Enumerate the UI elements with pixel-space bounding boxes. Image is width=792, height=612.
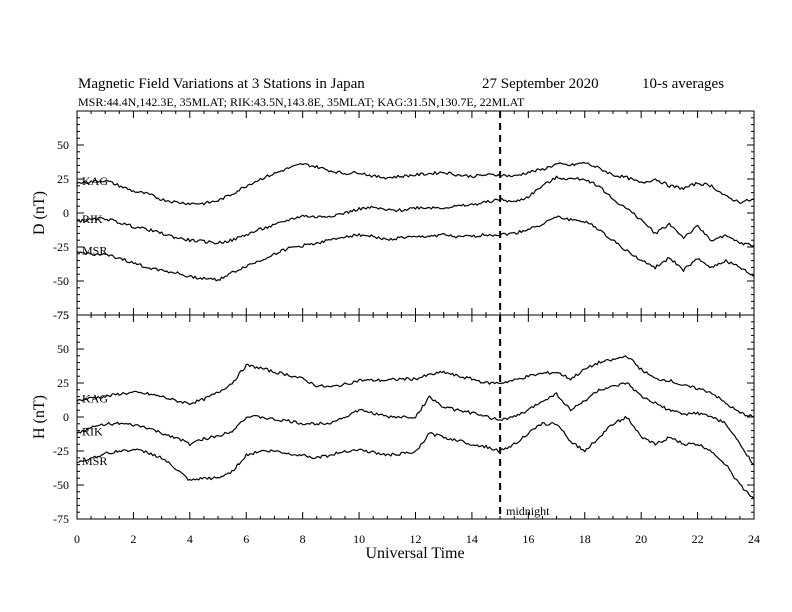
x-tick-label: 18 [579, 532, 591, 546]
panel-d-series-rik-line [76, 175, 755, 247]
panel-d-frame [76, 110, 755, 316]
x-tick-label: 14 [466, 532, 478, 546]
panel-d-y-tick-label: 50 [57, 138, 69, 152]
panel-h-y-tick-label: -75 [53, 512, 69, 526]
panel-d-y-tick-label: 0 [63, 206, 69, 220]
panel-d-y-tick-label: 25 [57, 172, 69, 186]
chart-date: 27 September 2020 [482, 76, 599, 92]
panel-h-series-rik-label: RIK [82, 424, 103, 438]
panel-h-y-tick-label: 0 [63, 410, 69, 424]
panel-h-series-msr-line [76, 415, 755, 500]
midnight-marker-label: midnight [506, 504, 550, 518]
panel-h-series-kag-label: KAG [82, 392, 108, 406]
panel-d-series-kag-line [76, 161, 755, 206]
panel-d-y-tick-label: -25 [53, 240, 69, 254]
panel-h-y-tick-label: -25 [53, 444, 69, 458]
x-axis-label: Universal Time [365, 545, 464, 562]
x-tick-label: 6 [243, 532, 249, 546]
panel-h-series-rik-line [76, 382, 755, 466]
x-tick-label: 22 [692, 532, 704, 546]
x-tick-label: 12 [410, 532, 422, 546]
chart-subtitle: MSR:44.4N,142.3E, 35MLAT; RIK:43.5N,143.… [78, 95, 525, 109]
panel-h-series-msr-label: MSR [82, 454, 107, 468]
panel-d-y-axis-label: D (nT) [31, 191, 48, 235]
x-tick-label: 8 [300, 532, 306, 546]
panel-d-series-msr-line [76, 215, 755, 282]
x-tick-label: 24 [748, 532, 760, 546]
x-tick-label: 4 [187, 532, 193, 546]
chart-title: Magnetic Field Variations at 3 Stations … [78, 76, 365, 92]
panel-h-y-tick-label: 75 [57, 308, 69, 322]
panel-d-y-tick-label: -75 [53, 308, 69, 322]
panel-d-series-rik-label: RIK [82, 212, 103, 226]
panel-h-y-tick-label: 25 [57, 376, 69, 390]
x-tick-label: 20 [635, 532, 647, 546]
panel-d-series-kag-label: KAG [82, 174, 108, 188]
x-tick-label: 10 [353, 532, 365, 546]
x-tick-label: 2 [130, 532, 136, 546]
panel-h-y-axis-label: H (nT) [31, 395, 48, 439]
panel-d-y-tick-label: -50 [53, 274, 69, 288]
panel-h-y-tick-label: -50 [53, 478, 69, 492]
x-tick-label: 0 [74, 532, 80, 546]
chart-averaging: 10-s averages [642, 76, 724, 92]
panel-d-series-msr-label: MSR [82, 243, 107, 257]
panel-h-series-kag-line [76, 355, 755, 418]
x-tick-label: 16 [522, 532, 534, 546]
panel-h-y-tick-label: 50 [57, 342, 69, 356]
